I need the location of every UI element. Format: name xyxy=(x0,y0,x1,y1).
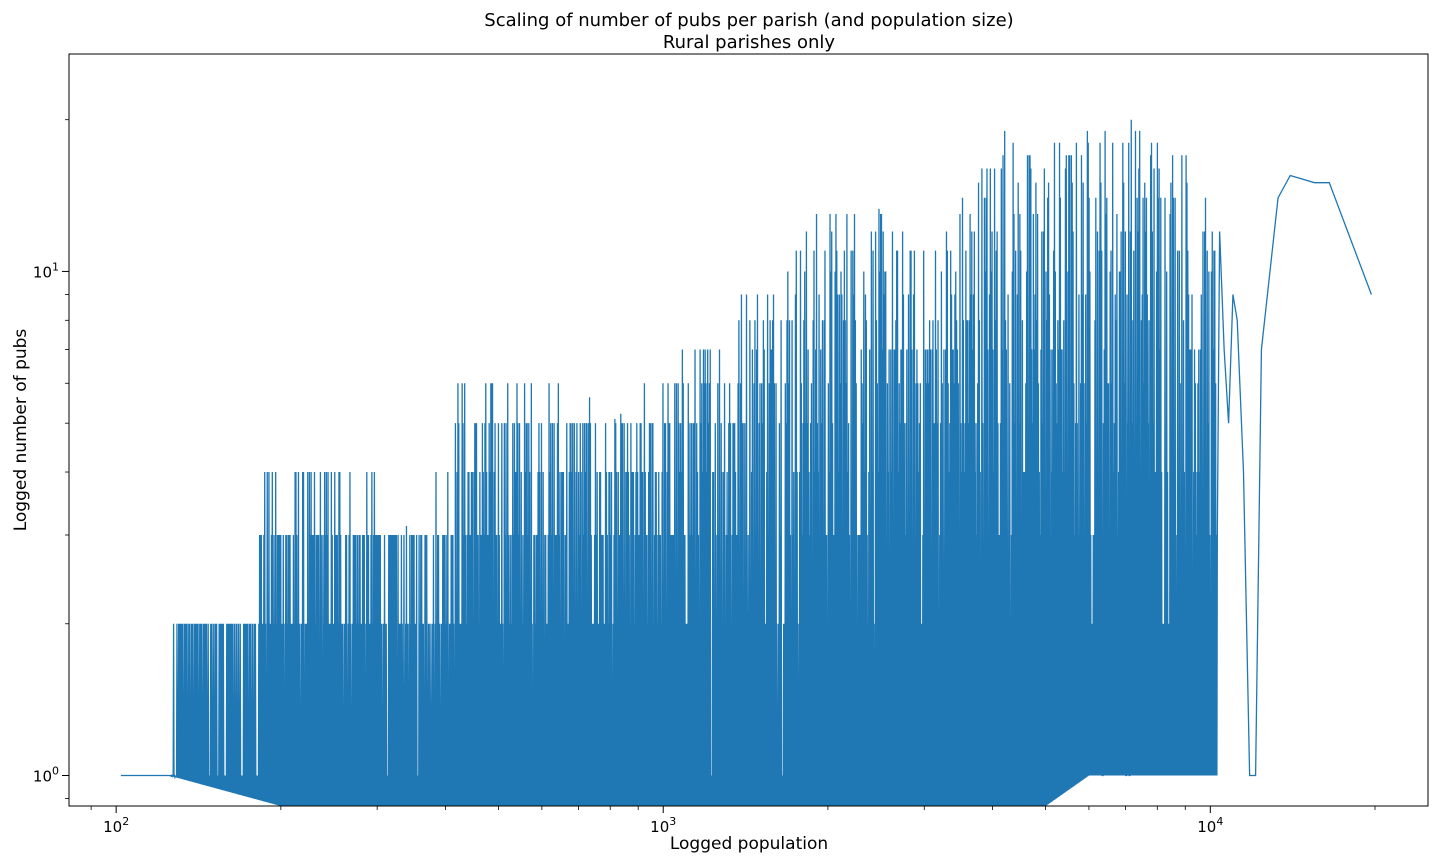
y-axis-label: Logged number of pubs xyxy=(11,329,31,532)
chart-subtitle: Rural parishes only xyxy=(663,32,835,53)
y-tick-label: 100 xyxy=(33,765,59,786)
x-tick-label: 104 xyxy=(1197,815,1223,836)
plot-frame xyxy=(68,53,1429,807)
plot-area: 102 103 104 100 101 xyxy=(33,53,1429,836)
chart-title: Scaling of number of pubs per parish (an… xyxy=(484,10,1013,31)
x-axis-label: Logged population xyxy=(670,834,828,854)
data-series-line xyxy=(120,119,1372,806)
x-tick-label: 102 xyxy=(103,815,129,836)
y-tick-label: 101 xyxy=(33,260,59,281)
x-tick-label: 103 xyxy=(650,815,676,836)
